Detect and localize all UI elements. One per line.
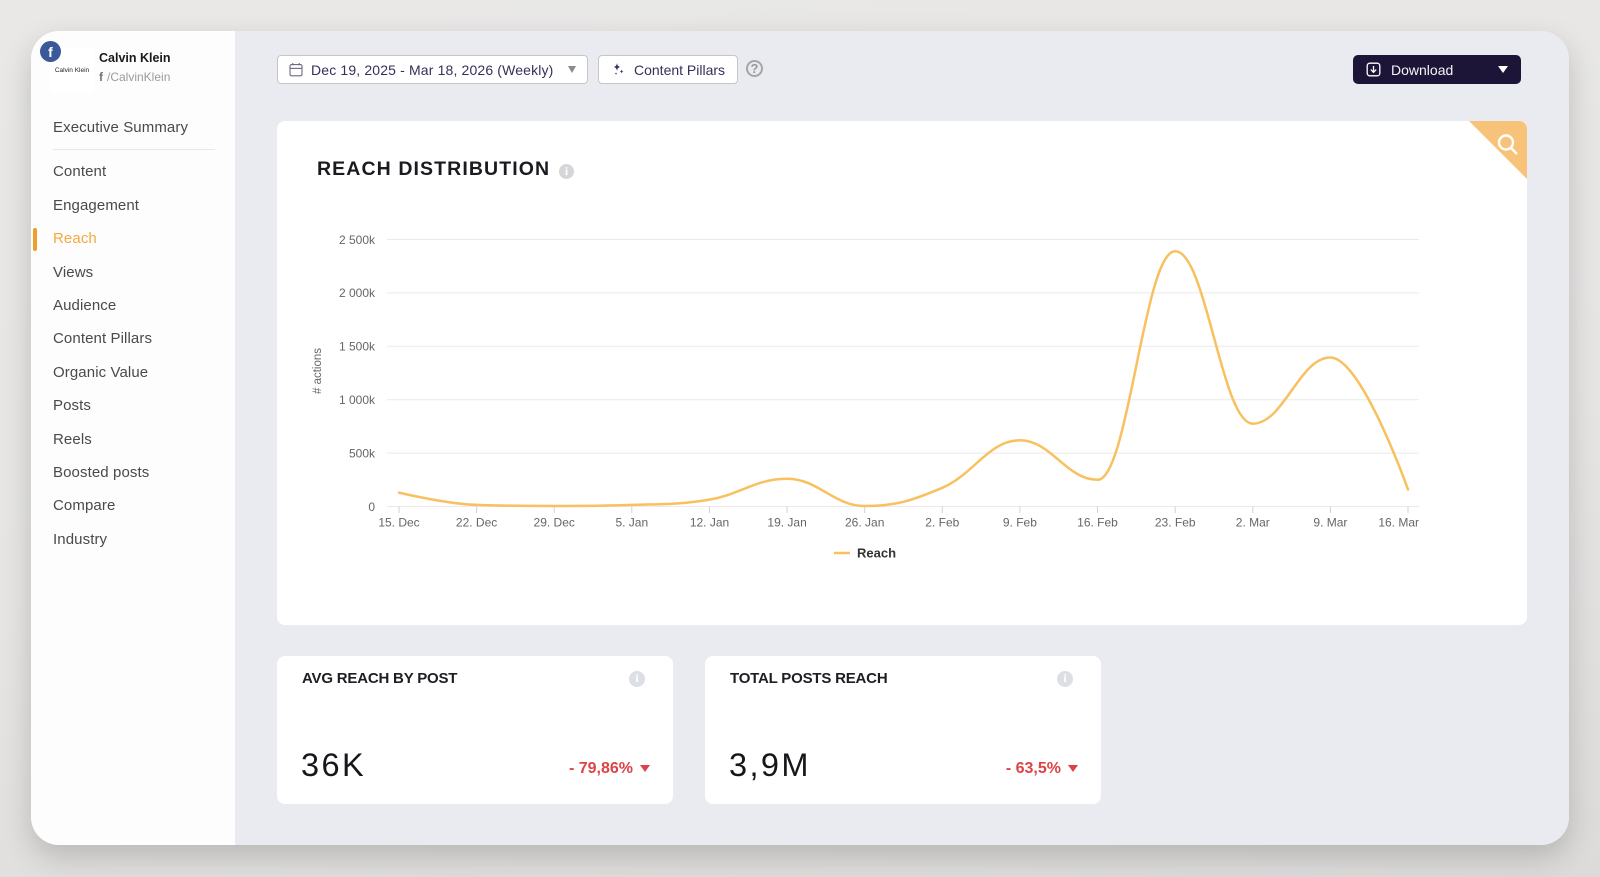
svg-text:2 000k: 2 000k [339,286,376,300]
svg-text:16. Feb: 16. Feb [1077,516,1118,530]
svg-text:Reach: Reach [857,546,896,561]
svg-text:16. Mar: 16. Mar [1378,516,1419,530]
svg-text:2 500k: 2 500k [339,233,376,247]
svg-text:2. Mar: 2. Mar [1236,516,1270,530]
svg-text:5. Jan: 5. Jan [615,516,648,530]
svg-text:1 000k: 1 000k [339,393,376,407]
svg-text:2. Feb: 2. Feb [925,516,959,530]
svg-text:1 500k: 1 500k [339,340,376,354]
svg-text:# actions: # actions [312,348,324,394]
svg-text:29. Dec: 29. Dec [534,516,575,530]
svg-text:19. Jan: 19. Jan [767,516,806,530]
svg-text:26. Jan: 26. Jan [845,516,884,530]
svg-text:9. Feb: 9. Feb [1003,516,1037,530]
svg-text:15. Dec: 15. Dec [378,516,419,530]
svg-text:22. Dec: 22. Dec [456,516,497,530]
svg-text:0: 0 [368,500,375,514]
svg-text:12. Jan: 12. Jan [690,516,729,530]
svg-text:23. Feb: 23. Feb [1155,516,1196,530]
svg-text:500k: 500k [349,446,376,460]
svg-text:9. Mar: 9. Mar [1313,516,1347,530]
